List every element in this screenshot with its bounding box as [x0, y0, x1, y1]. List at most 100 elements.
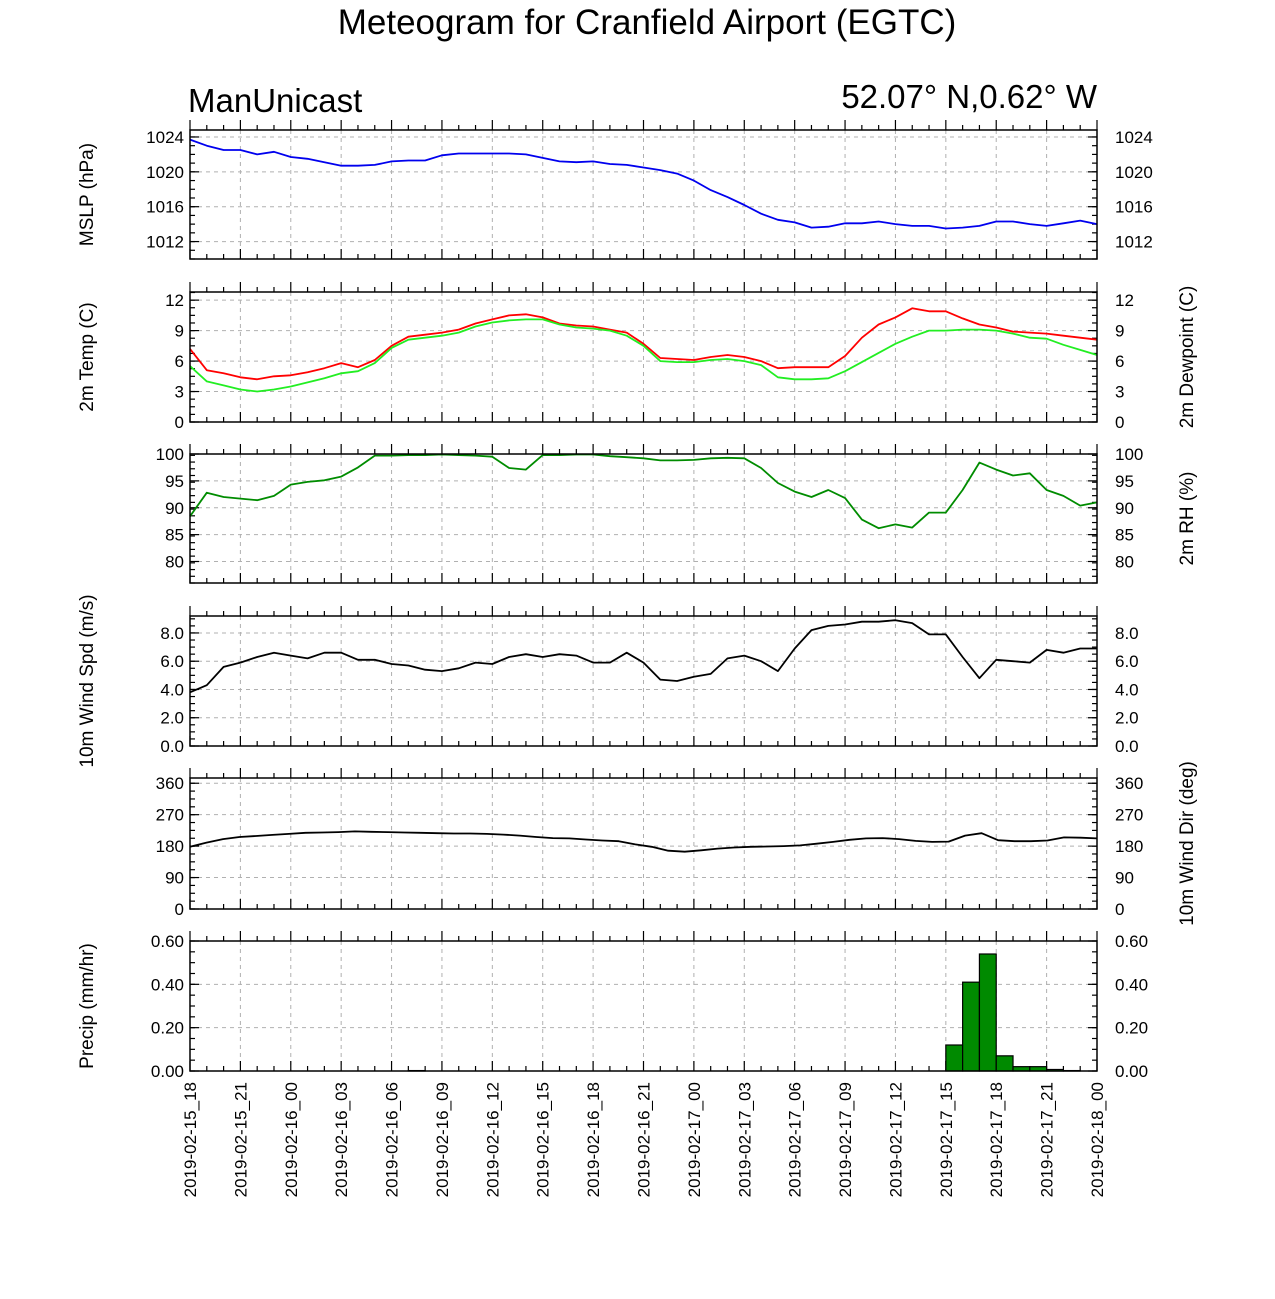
y-tick-label-left: 180 — [156, 837, 184, 856]
panel-frame — [189, 940, 1098, 1072]
panel-wspd: 0.0 0.0 2.0 2.0 4.0 4.0 6.0 6.0 8.0 8.0 10m Wind S… — [77, 594, 1139, 767]
y-tick-label-left: 1020 — [146, 163, 184, 182]
x-tick-label: 2019-02-17_18 — [987, 1082, 1006, 1197]
y-tick-label-right: 4.0 — [1115, 680, 1139, 699]
y-tick-label-left: 6 — [175, 352, 184, 371]
panel-frame — [189, 453, 1098, 584]
y-tick-label-left: 0.40 — [151, 975, 184, 994]
y-axis-label: 2m Temp (C) — [77, 302, 98, 411]
panel-frame — [189, 291, 1098, 423]
x-tick-label: 2019-02-17_21 — [1038, 1082, 1057, 1197]
y-tick-label-left: 0.00 — [151, 1062, 184, 1081]
y-axis-label-right: 2m RH (%) — [1177, 472, 1198, 566]
series-line-temp-0 — [189, 307, 1098, 381]
x-tick-label: 2019-02-15_21 — [231, 1082, 250, 1197]
y-axis-label: Precip (mm/hr) — [77, 943, 98, 1069]
x-tick-label: 2019-02-17_15 — [937, 1082, 956, 1197]
series-line-rh-0 — [189, 453, 1098, 530]
y-tick-label-right: 1020 — [1115, 163, 1153, 182]
panel-temp: 0 0 3 3 6 6 9 9 12 12 2m Temp (C) 2m Dewpoint (C) — [77, 282, 1198, 432]
y-tick-label-left: 80 — [165, 553, 184, 572]
x-tick-label: 2019-02-16_15 — [534, 1082, 553, 1197]
y-tick-label-left: 9 — [175, 322, 184, 341]
panel-mslp: 1012 1012 1016 1016 1020 1020 1024 1024 MSLP (hP… — [77, 120, 1153, 260]
y-tick-label-left: 6.0 — [160, 652, 184, 671]
x-tick-label: 2019-02-15_18 — [181, 1082, 200, 1197]
y-tick-label-left: 85 — [165, 526, 184, 545]
y-tick-label-right: 360 — [1115, 774, 1143, 793]
x-tick-label: 2019-02-16_18 — [584, 1082, 603, 1197]
panel-frame — [189, 777, 1098, 910]
y-tick-label-right: 80 — [1115, 553, 1134, 572]
precip-bar — [962, 981, 981, 1072]
panel-wdir: 0 0 90 90 180 180 270 270 360 360 10m Wind Dir (de… — [156, 761, 1198, 926]
y-tick-label-left: 4.0 — [160, 680, 184, 699]
x-tick-label: 2019-02-16_12 — [483, 1082, 502, 1197]
location-label: 52.07° N,0.62° W — [841, 78, 1098, 115]
y-tick-label-right: 6.0 — [1115, 652, 1139, 671]
y-tick-label-left: 1024 — [146, 128, 184, 147]
x-tick-label: 2019-02-18_00 — [1088, 1082, 1107, 1197]
panel-rh: 80 80 85 85 90 90 95 95 100 100 2m RH (%) — [156, 444, 1198, 584]
y-tick-label-left: 90 — [165, 499, 184, 518]
y-tick-label-left: 0.60 — [151, 932, 184, 951]
y-tick-label-left: 100 — [156, 445, 184, 464]
y-tick-label-right: 0.0 — [1115, 737, 1139, 756]
y-axis-label: MSLP (hPa) — [77, 143, 98, 246]
y-tick-label-right: 100 — [1115, 445, 1143, 464]
y-tick-label-left: 360 — [156, 774, 184, 793]
x-tick-label: 2019-02-16_00 — [282, 1082, 301, 1197]
series-line-mslp-0 — [189, 138, 1098, 230]
y-tick-label-right: 1012 — [1115, 233, 1153, 252]
y-tick-label-right: 0.00 — [1115, 1062, 1148, 1081]
x-tick-label: 2019-02-17_00 — [685, 1082, 704, 1197]
y-tick-label-right: 2.0 — [1115, 709, 1139, 728]
y-tick-label-left: 8.0 — [160, 624, 184, 643]
series-line-temp-1 — [189, 318, 1098, 393]
y-axis-label: 10m Wind Spd (m/s) — [77, 594, 98, 767]
y-tick-label-right: 180 — [1115, 837, 1143, 856]
y-tick-label-right: 0.20 — [1115, 1019, 1148, 1038]
y-tick-label-right: 8.0 — [1115, 624, 1139, 643]
x-tick-label: 2019-02-17_12 — [886, 1082, 905, 1197]
precip-bar — [978, 953, 997, 1072]
precip-bar — [995, 1055, 1014, 1072]
series-line-wspd-0 — [189, 619, 1097, 694]
x-tick-label: 2019-02-17_06 — [786, 1082, 805, 1197]
y-axis-label-right: 10m Wind Dir (deg) — [1177, 761, 1198, 926]
y-tick-label-left: 1012 — [146, 233, 184, 252]
y-tick-label-left: 2.0 — [160, 709, 184, 728]
y-tick-label-right: 1024 — [1115, 128, 1153, 147]
y-tick-label-right: 1016 — [1115, 198, 1153, 217]
x-tick-label: 2019-02-16_03 — [332, 1082, 351, 1197]
x-tick-label: 2019-02-16_21 — [635, 1082, 654, 1197]
y-tick-label-right: 0 — [1115, 413, 1124, 432]
x-tick-label: 2019-02-17_09 — [836, 1082, 855, 1197]
y-tick-label-left: 270 — [156, 806, 184, 825]
precip-bar — [945, 1044, 964, 1072]
y-tick-label-right: 0.40 — [1115, 975, 1148, 994]
y-tick-label-left: 0.20 — [151, 1019, 184, 1038]
y-tick-label-right: 95 — [1115, 472, 1134, 491]
y-tick-label-right: 0 — [1115, 900, 1124, 919]
panel-precip: 0.00 0.00 0.20 0.20 0.40 0.40 0.60 0.60 Precip (… — [77, 931, 1148, 1081]
y-tick-label-right: 90 — [1115, 499, 1134, 518]
y-tick-label-left: 1016 — [146, 198, 184, 217]
x-tick-label: 2019-02-17_03 — [735, 1082, 754, 1197]
model-label: ManUnicast — [188, 82, 362, 119]
panels: 1012 1012 1016 1016 1020 1020 1024 1024 MSLP (hP… — [77, 120, 1198, 1081]
y-tick-label-left: 0 — [175, 413, 184, 432]
y-tick-label-right: 270 — [1115, 806, 1143, 825]
y-tick-label-left: 0 — [175, 900, 184, 919]
y-tick-label-left: 12 — [165, 291, 184, 310]
x-tick-label: 2019-02-16_09 — [433, 1082, 452, 1197]
x-tick-label: 2019-02-16_06 — [383, 1082, 402, 1197]
y-tick-label-right: 85 — [1115, 526, 1134, 545]
x-axis: 2019-02-15_18 2019-02-15_21 2019-02-16_00 2… — [181, 1082, 1107, 1197]
y-tick-label-right: 6 — [1115, 352, 1124, 371]
y-tick-label-left: 3 — [175, 383, 184, 402]
y-tick-label-right: 0.60 — [1115, 932, 1148, 951]
series-line-wdir-0 — [189, 830, 1098, 853]
y-axis-label-right: 2m Dewpoint (C) — [1177, 286, 1198, 429]
